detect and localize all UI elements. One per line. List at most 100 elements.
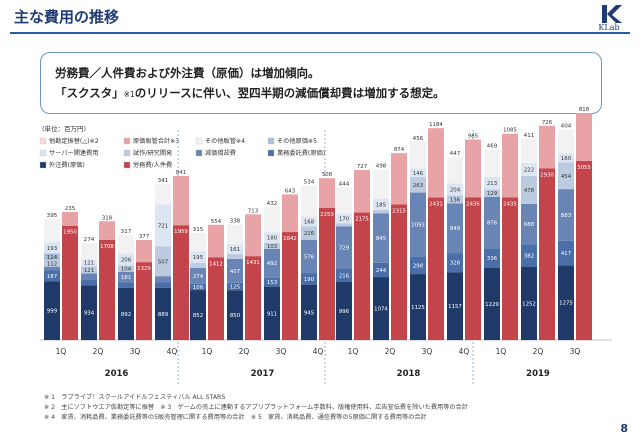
data-label-server: 160: [561, 156, 572, 162]
data-label-sga: 713: [248, 208, 258, 214]
bar-outsourcing_biz: [558, 240, 574, 266]
data-label-sga: 235: [65, 206, 75, 212]
bar-sga: [99, 221, 115, 240]
bar-outsourcing: [336, 281, 352, 340]
bar-other_sga: [373, 169, 389, 199]
bar-labor: [465, 197, 481, 340]
x-tick-label: 4Q: [459, 347, 470, 356]
bar-sga: [62, 211, 78, 226]
data-label-sga: 377: [139, 234, 149, 240]
legend-label-depr: 減価償却費: [205, 149, 236, 157]
data-label-labor: 2315: [392, 208, 406, 214]
data-label-outsourcing: 889: [158, 312, 169, 318]
page-title: 主な費用の推移: [14, 8, 120, 26]
footnote-2: ※ 2 主にソフトウエア仮勘定等に振替 ※ 3 ゲームの売上に連動するアプリプラ…: [44, 404, 468, 411]
legend-label-other_sga: その他販管※4: [205, 137, 245, 145]
data-label-labor: 2930: [540, 172, 554, 178]
data-label-depr: 729: [339, 246, 350, 252]
legend-label-outsourcing_biz: 業務委託費(原価): [277, 149, 325, 157]
bar-other_sga: [44, 218, 60, 243]
x-tick-label: 1Q: [348, 347, 359, 356]
bar-sga: [539, 125, 555, 169]
bar-rnd: [484, 189, 500, 197]
bar-outsourcing_biz: [81, 279, 97, 286]
bar-rnd: [227, 253, 243, 260]
data-label-outsourcing: 1125: [411, 305, 425, 311]
bar-labor: [136, 262, 152, 340]
data-label-server: 206: [121, 258, 132, 264]
bar-outsourcing: [558, 265, 574, 340]
bar-outsourcing_biz: [521, 244, 537, 267]
legend-swatch-depr: [195, 149, 203, 157]
bar-sga: [208, 224, 224, 258]
bar-labor: [391, 204, 407, 340]
data-label-server: 195: [193, 255, 203, 261]
data-label-sga: 726: [542, 120, 553, 126]
bar-depr: [44, 266, 60, 271]
data-label-outsourcing_biz: 190: [304, 277, 315, 283]
data-label-depr: 181: [121, 275, 131, 281]
data-label-depr: 1093: [411, 223, 425, 229]
legend-label-server: サーバー関連費用: [49, 149, 98, 157]
bar-sga: [465, 139, 481, 198]
data-label-depr: 849: [450, 226, 461, 232]
page-number: 8: [620, 422, 628, 435]
data-label-server: 180: [267, 236, 278, 242]
data-label-depr: 883: [561, 213, 571, 219]
data-label-outsourcing: 852: [193, 313, 203, 319]
data-label-outsourcing: 1074: [374, 307, 388, 313]
data-label-other_sga: 317: [121, 229, 132, 235]
data-label-server: 161: [230, 247, 240, 253]
bar-sga: [173, 175, 189, 226]
legend-swatch-other_cogs: [267, 137, 275, 145]
bar-depr: [190, 267, 206, 284]
bar-other_sga: [118, 234, 134, 254]
bar-other_sga: [227, 224, 243, 245]
x-tick-label: 4Q: [167, 347, 178, 356]
klab-logo-mark: [602, 5, 622, 23]
x-tick-label: 1Q: [496, 347, 507, 356]
data-label-outsourcing: 1229: [485, 302, 499, 308]
legend-swatch-outsourcing_biz: [267, 149, 275, 157]
bar-rnd: [155, 246, 171, 277]
data-label-labor: 2436: [466, 201, 480, 207]
data-label-rnd: 263: [413, 183, 423, 189]
bar-outsourcing_biz: [155, 282, 171, 288]
bar-server: [558, 153, 574, 163]
bar-outsourcing: [190, 290, 206, 340]
year-label: 2019: [526, 369, 550, 379]
data-label-labor: 1708: [100, 244, 114, 250]
data-label-sga: 318: [102, 215, 113, 221]
data-label-server: 170: [339, 216, 350, 222]
data-label-rnd: 226: [304, 231, 315, 237]
data-label-depr: 876: [487, 221, 498, 227]
bar-sga: [319, 178, 335, 208]
data-label-sga: 1085: [503, 128, 517, 134]
legend-swatch-rnd: [123, 149, 131, 157]
data-label-outsourcing: 1157: [448, 304, 462, 310]
data-label-server: 193: [47, 246, 57, 252]
summary-callout: 労務費／人件費および外注費（原価）は増加傾向。 「スクスタ」※1のリリースに伴い…: [40, 52, 602, 114]
year-label: 2018: [397, 369, 421, 379]
bar-other_sga: [447, 157, 463, 184]
data-label-other_sga: 341: [158, 178, 169, 184]
data-label-depr: 688: [524, 222, 535, 228]
bar-outsourcing: [227, 290, 243, 340]
bar-outsourcing_biz: [264, 277, 280, 287]
legend-swatch-sga: [123, 137, 131, 145]
data-label-rnd: 136: [450, 197, 461, 203]
data-label-sga: 643: [285, 188, 295, 194]
bar-labor: [428, 197, 444, 340]
legend-label-amort: 他勘定振替(△)※2: [49, 137, 99, 145]
logo-text: KLab: [598, 23, 620, 32]
data-label-labor: 2435: [503, 201, 517, 207]
bar-depr: [264, 248, 280, 278]
data-label-other_sga: 395: [47, 213, 58, 219]
bar-outsourcing: [301, 284, 317, 340]
data-label-rnd: 103: [267, 244, 277, 250]
bar-outsourcing: [264, 286, 280, 340]
data-label-outsourcing_biz: 244: [376, 268, 387, 274]
bar-labor: [539, 168, 555, 340]
legend-swatch-server: [39, 149, 47, 157]
